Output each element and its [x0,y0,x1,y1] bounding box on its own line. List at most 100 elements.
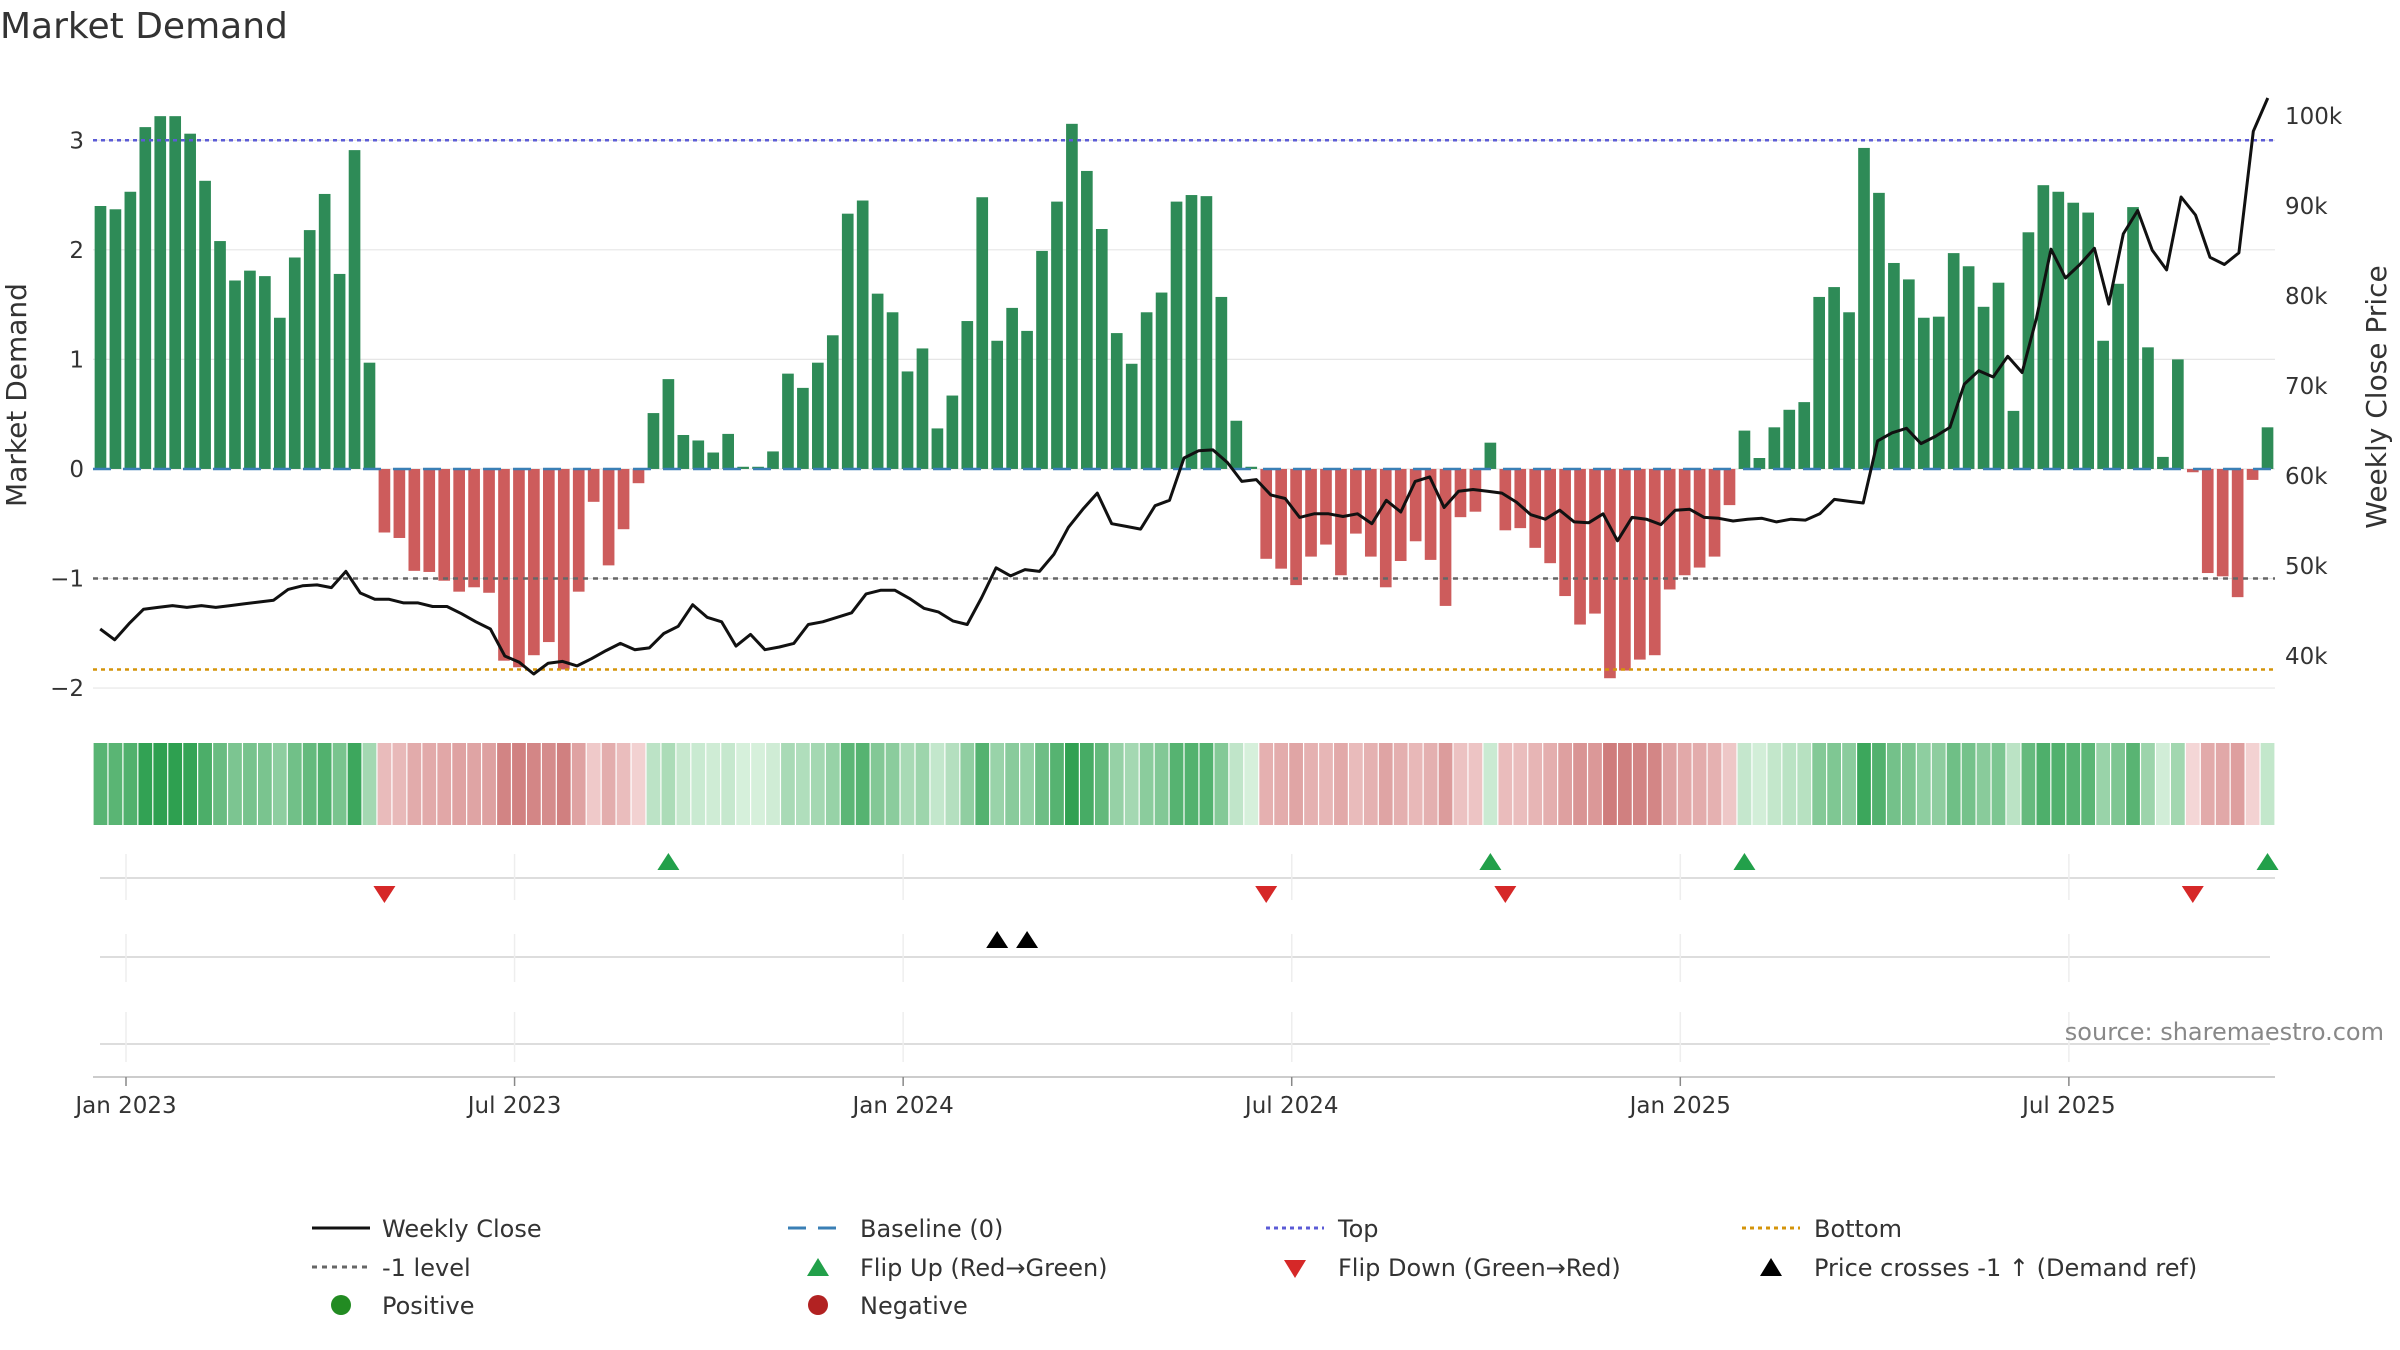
heat-cell [168,743,183,825]
heat-cell [586,743,601,825]
legend-price-cross: Price crosses -1 ↑ (Demand ref) [1814,1254,2197,1282]
negative-demand-bar [1604,468,1616,679]
heat-cell [721,743,736,825]
negative-demand-bar [2246,468,2259,480]
heat-cell [631,743,646,825]
positive-demand-bar [1962,266,1975,469]
flip-down-marker [2181,886,2204,903]
positive-demand-bar [1932,316,1945,469]
heat-cell [1946,743,1961,825]
demand-heat-strip [93,743,2275,825]
heat-cell [1976,743,1991,825]
heat-cell [766,743,780,825]
heat-cell [1109,743,1124,825]
heat-cell [1916,743,1931,825]
x-tick-label: Jul 2024 [1243,1093,1339,1119]
positive-demand-bar [363,362,376,469]
negative-demand-bar [617,468,630,530]
positive-demand-bar [916,348,929,469]
heat-cell [1244,743,1259,825]
heat-cell [855,743,870,825]
negative-demand-bar [1290,468,1302,586]
negative-demand-bar [513,468,525,668]
negative-demand-bar [498,468,510,661]
heat-cell [1408,743,1423,825]
negative-demand-bar [438,468,451,581]
negative-demand-bar [632,468,645,484]
legend-flip-up: Flip Up (Red→Green) [860,1254,1108,1282]
heat-cell [1543,743,1558,825]
heat-cell [870,743,885,825]
flip-up-marker [2256,853,2279,870]
legend-negative-icon [808,1295,828,1315]
positive-demand-bar [2082,212,2095,469]
heat-cell [2066,743,2081,825]
heat-cell [1513,743,1528,825]
y-tick-label: −2 [50,676,84,702]
heat-cell [1707,743,1722,825]
heat-cell [1348,743,1363,825]
positive-demand-bar [1947,253,1960,469]
heat-cell [1692,743,1707,825]
negative-demand-bar [1708,468,1721,557]
positive-demand-bar [1738,430,1751,469]
positive-demand-bar [1200,196,1213,469]
heat-cell [527,743,541,825]
heat-cell [302,743,317,825]
negative-demand-bar [543,468,555,643]
positive-demand-bar [2007,410,2020,469]
heat-cell [407,743,422,825]
negative-demand-bar [1663,468,1676,590]
heat-cell [2036,743,2051,825]
heat-cell [1363,743,1378,825]
flip-up-marker [1733,853,1756,870]
y-tick-label: −1 [50,567,84,593]
positive-demand-bar [2037,185,2050,469]
positive-demand-bar [1992,282,2005,469]
legend-weekly-close: Weekly Close [382,1215,542,1243]
y-tick-label: 1 [69,347,84,373]
positive-demand-bar [797,387,809,469]
negative-demand-bar [587,468,600,502]
heat-cell [960,743,975,825]
x-tick-label: Jul 2023 [466,1093,562,1119]
positive-demand-bar [662,379,675,469]
positive-demand-bar [2142,347,2154,469]
heat-cell [1139,743,1154,825]
negative-demand-bar [1439,468,1452,606]
legend-top: Top [1337,1215,1379,1243]
heat-cell [1603,743,1617,825]
heat-cell [1827,743,1841,825]
heat-cell [1199,743,1214,825]
heat-cell [1618,743,1632,825]
heat-cell [482,743,496,825]
positive-demand-bar [1783,409,1796,469]
heat-cell [2126,743,2140,825]
heat-cell [1528,743,1543,825]
negative-demand-bar [1409,468,1422,542]
weekly-close-polyline [99,97,2270,676]
negative-demand-bar [2216,468,2229,577]
heat-cell [781,743,795,825]
legend-price-cross-icon [1760,1258,1782,1276]
positive-demand-bar [109,209,122,469]
heat-cell [691,743,706,825]
positive-demand-bar [139,127,152,469]
negative-demand-bar [1693,468,1706,568]
reference-lines [93,139,2275,671]
positive-demand-bar [1828,287,1840,469]
flip-down-marker [373,886,396,903]
positive-demand-bar [1095,229,1108,469]
negative-demand-bar [557,468,570,670]
positive-demand-bar [931,428,944,469]
negative-demand-bar [2231,468,2244,598]
heat-cell [1289,743,1303,825]
negative-demand-bar [453,468,465,592]
heat-cell [213,743,227,825]
heat-cell [2006,743,2021,825]
heat-cell [2185,743,2200,825]
positive-demand-bar [1081,170,1093,469]
heat-cell [1065,743,1079,825]
heat-cell [1094,743,1109,825]
heat-cell [676,743,691,825]
